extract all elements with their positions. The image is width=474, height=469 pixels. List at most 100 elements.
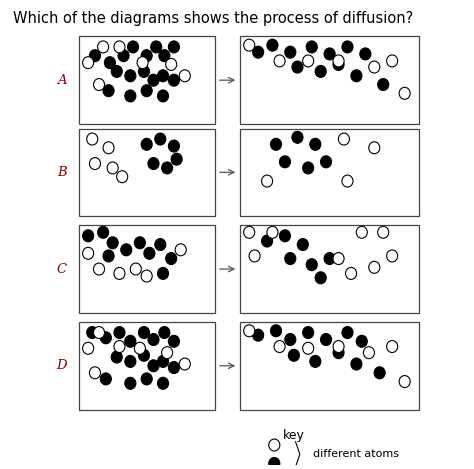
- Circle shape: [155, 239, 166, 250]
- Bar: [240, 225, 419, 313]
- Circle shape: [310, 356, 321, 367]
- Circle shape: [100, 373, 111, 385]
- Circle shape: [274, 55, 285, 67]
- Circle shape: [306, 41, 317, 53]
- Circle shape: [162, 162, 173, 174]
- Circle shape: [87, 326, 98, 339]
- Circle shape: [100, 332, 111, 344]
- Circle shape: [253, 46, 264, 58]
- Circle shape: [267, 227, 278, 238]
- Circle shape: [342, 41, 353, 53]
- Circle shape: [244, 325, 255, 337]
- Circle shape: [93, 326, 105, 339]
- Circle shape: [93, 263, 105, 275]
- Circle shape: [141, 138, 152, 150]
- Circle shape: [387, 250, 398, 262]
- Bar: [79, 322, 215, 409]
- Circle shape: [333, 347, 344, 359]
- Circle shape: [253, 329, 264, 341]
- Circle shape: [125, 377, 136, 389]
- Circle shape: [262, 235, 273, 247]
- Circle shape: [157, 356, 169, 367]
- Circle shape: [175, 244, 186, 256]
- Circle shape: [338, 133, 349, 145]
- Circle shape: [107, 237, 118, 249]
- Circle shape: [346, 267, 356, 280]
- Circle shape: [271, 138, 282, 150]
- Circle shape: [141, 85, 152, 97]
- Circle shape: [262, 175, 273, 187]
- Bar: [240, 322, 419, 409]
- Circle shape: [125, 335, 136, 347]
- Circle shape: [98, 41, 109, 53]
- Circle shape: [297, 239, 309, 250]
- Text: Which of the diagrams shows the process of diffusion?: Which of the diagrams shows the process …: [13, 11, 413, 26]
- Circle shape: [118, 50, 129, 61]
- Circle shape: [107, 162, 118, 174]
- Circle shape: [320, 333, 332, 346]
- Circle shape: [141, 50, 152, 61]
- Circle shape: [267, 39, 278, 51]
- Circle shape: [138, 349, 149, 361]
- Circle shape: [138, 66, 149, 77]
- Circle shape: [399, 376, 410, 387]
- Circle shape: [82, 57, 94, 68]
- Text: D: D: [56, 359, 67, 372]
- Circle shape: [369, 261, 380, 273]
- Circle shape: [98, 227, 109, 238]
- Circle shape: [82, 247, 94, 259]
- Circle shape: [369, 61, 380, 73]
- Circle shape: [104, 57, 116, 68]
- Circle shape: [269, 439, 280, 451]
- Circle shape: [302, 162, 314, 174]
- Circle shape: [111, 66, 122, 77]
- Circle shape: [93, 79, 105, 91]
- Circle shape: [302, 55, 314, 67]
- Circle shape: [90, 50, 100, 61]
- Circle shape: [103, 250, 114, 262]
- Circle shape: [111, 351, 122, 363]
- Text: C: C: [56, 263, 67, 276]
- Circle shape: [168, 140, 180, 152]
- Circle shape: [128, 41, 138, 53]
- Circle shape: [171, 153, 182, 165]
- Circle shape: [103, 85, 114, 97]
- Circle shape: [82, 230, 94, 242]
- Circle shape: [387, 340, 398, 353]
- Circle shape: [351, 70, 362, 82]
- Circle shape: [374, 367, 385, 379]
- Circle shape: [157, 90, 169, 102]
- Circle shape: [292, 61, 303, 73]
- Circle shape: [165, 59, 177, 70]
- Circle shape: [249, 250, 260, 262]
- Circle shape: [138, 326, 149, 339]
- Circle shape: [324, 253, 335, 265]
- Circle shape: [134, 237, 146, 249]
- Circle shape: [151, 41, 162, 53]
- Circle shape: [387, 55, 398, 67]
- Circle shape: [356, 227, 367, 238]
- Bar: [79, 129, 215, 216]
- Circle shape: [351, 358, 362, 370]
- Circle shape: [125, 356, 136, 367]
- Circle shape: [114, 267, 125, 280]
- Circle shape: [103, 142, 114, 154]
- Circle shape: [244, 227, 255, 238]
- Text: key: key: [283, 429, 304, 442]
- Circle shape: [399, 87, 410, 99]
- Circle shape: [148, 158, 159, 170]
- Circle shape: [378, 79, 389, 91]
- Circle shape: [333, 253, 344, 265]
- Circle shape: [141, 373, 152, 385]
- Circle shape: [114, 41, 125, 53]
- Circle shape: [159, 326, 170, 339]
- Circle shape: [271, 325, 282, 337]
- Circle shape: [302, 342, 314, 354]
- Circle shape: [302, 326, 314, 339]
- Circle shape: [168, 335, 180, 347]
- Circle shape: [292, 131, 303, 144]
- Circle shape: [162, 347, 173, 359]
- Circle shape: [125, 90, 136, 102]
- Circle shape: [315, 66, 326, 77]
- Circle shape: [179, 70, 191, 82]
